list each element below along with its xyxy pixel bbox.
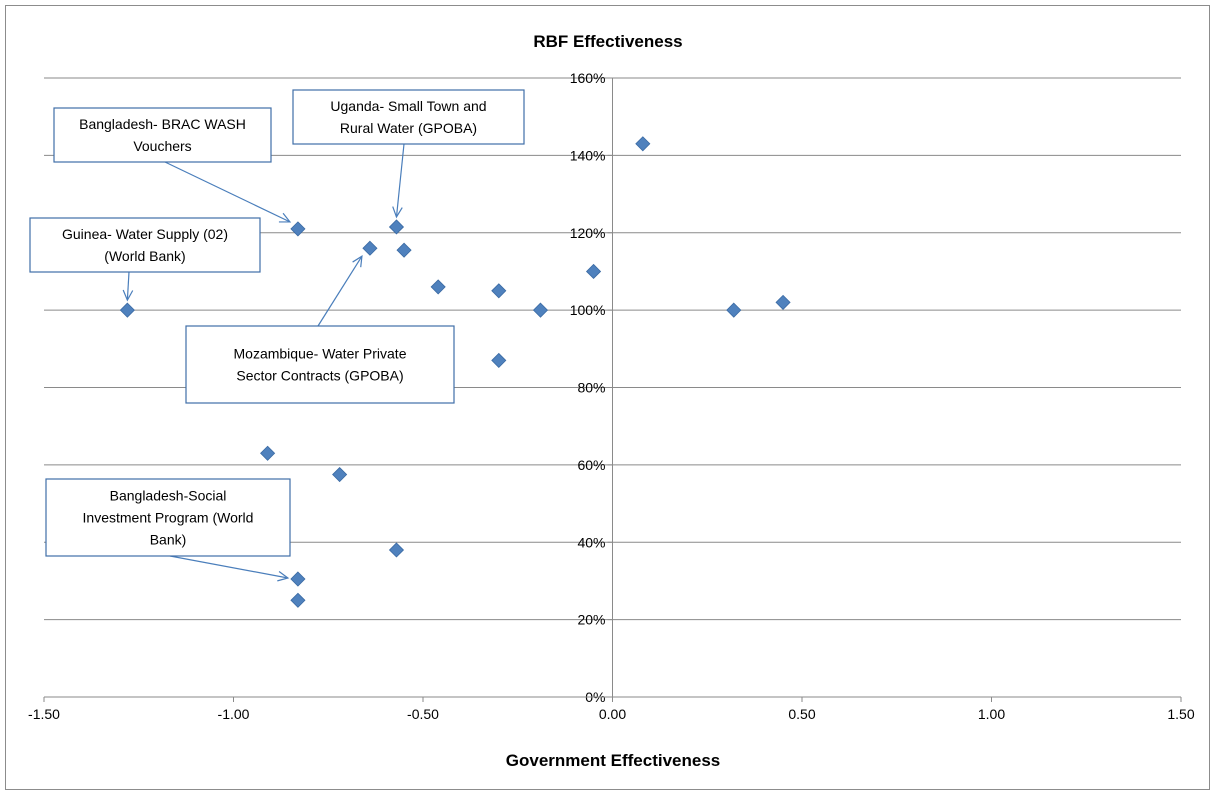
data-point: [430, 279, 446, 295]
data-point: [290, 221, 306, 237]
axes: 0%20%40%60%80%100%120%140%160%-1.50 -1.00…: [28, 70, 1195, 722]
annotation-text: Bank): [150, 532, 187, 548]
arrow-head: [277, 570, 290, 582]
annotation-text: Mozambique- Water Private: [234, 346, 407, 362]
data-point: [332, 466, 348, 483]
data-point: [726, 302, 742, 318]
annotation-arrow: [395, 143, 405, 218]
arrow-head: [278, 212, 292, 223]
annotation-text: Bangladesh- BRAC WASH: [79, 116, 246, 132]
annotation-arrows: [122, 143, 405, 582]
annotation-text: (World Bank): [104, 248, 185, 264]
annotation-box: [53, 107, 272, 163]
y-tick-label: 160%: [570, 70, 606, 86]
y-tick-label: 20%: [577, 612, 605, 628]
x-tick-label: -1.50: [28, 706, 60, 722]
data-point: [290, 592, 306, 608]
annotation-text: Uganda- Small Town and: [330, 98, 486, 114]
y-tick-label: 100%: [570, 302, 606, 318]
annotation-text: Guinea- Water Supply (02): [62, 226, 228, 242]
annotation-arrow: [169, 555, 289, 579]
annotation-text: Sector Contracts (GPOBA): [236, 368, 403, 384]
annotation-box: [185, 325, 455, 404]
data-point: [119, 302, 135, 318]
y-tick-label: 80%: [577, 380, 605, 396]
y-tick-label: 120%: [570, 225, 606, 241]
annotation-text: Vouchers: [133, 138, 191, 154]
data-point: [491, 352, 507, 368]
data-point: [491, 283, 507, 299]
x-axis-label: Government Effectiveness: [506, 751, 720, 770]
annotation-text: Investment Program (World: [83, 510, 254, 526]
annotation-box: [29, 217, 261, 273]
y-tick-label: 40%: [577, 534, 605, 550]
arrow-head: [352, 255, 363, 268]
annotation-box: [45, 478, 291, 557]
x-tick-label: 1.00: [978, 706, 1005, 722]
annotation-text: Rural Water (GPOBA): [340, 120, 477, 136]
data-point: [396, 242, 412, 258]
arrow-head: [392, 206, 403, 219]
x-tick-label: 0.00: [599, 706, 626, 722]
x-tick-label: 0.50: [788, 706, 815, 722]
y-tick-label: 140%: [570, 147, 606, 163]
annotation-text: Bangladesh-Social: [110, 488, 227, 504]
data-point: [362, 240, 378, 256]
data-point: [260, 445, 276, 461]
data-points: [119, 136, 791, 608]
data-point: [532, 302, 549, 318]
data-point: [585, 263, 602, 280]
data-point: [635, 136, 651, 152]
data-point: [388, 542, 405, 558]
annotation-arrow: [126, 271, 130, 301]
data-point: [775, 294, 791, 310]
x-tick-label: -0.50: [407, 706, 439, 722]
annotation-arrow: [164, 161, 291, 223]
data-point: [388, 219, 405, 235]
annotations: Bangladesh- BRAC WASH Vouchers Uganda- Sma…: [29, 89, 525, 557]
annotation-box: [292, 89, 525, 145]
annotation-arrow: [317, 255, 363, 327]
data-point: [290, 571, 306, 587]
y-tick-label: 60%: [577, 457, 605, 473]
arrow-head: [122, 289, 134, 302]
x-tick-label: 1.50: [1167, 706, 1194, 722]
x-tick-label: -1.00: [218, 706, 250, 722]
chart-title: RBF Effectiveness: [533, 32, 682, 51]
